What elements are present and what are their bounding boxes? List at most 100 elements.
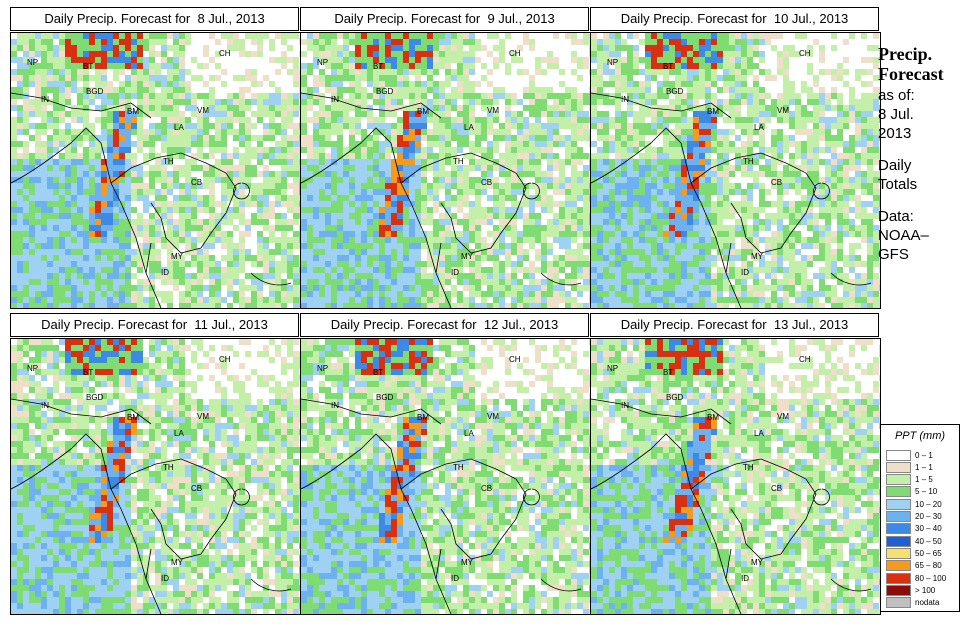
country-label: BM bbox=[127, 107, 139, 116]
sidebar-data-line2: NOAA– bbox=[878, 227, 929, 244]
country-label: CB bbox=[481, 484, 492, 493]
country-label: IN bbox=[331, 401, 339, 410]
legend-item: 80 – 100 bbox=[886, 572, 946, 584]
country-label: IN bbox=[41, 95, 49, 104]
country-label: BT bbox=[83, 62, 93, 71]
legend-label: 50 – 65 bbox=[915, 548, 942, 558]
legend-item: 10 – 20 bbox=[886, 498, 942, 510]
legend-item: nodata bbox=[886, 597, 939, 609]
sidebar-daily-line2: Totals bbox=[878, 176, 918, 193]
country-label: BM bbox=[707, 107, 719, 116]
country-borders bbox=[11, 92, 292, 308]
country-label: TH bbox=[163, 463, 174, 472]
country-label: NP bbox=[317, 58, 328, 67]
sidebar-daily-line1: Daily bbox=[878, 157, 912, 174]
legend-item: 0 – 1 bbox=[886, 449, 933, 461]
country-label: NP bbox=[317, 364, 328, 373]
legend-swatch bbox=[886, 560, 911, 572]
legend-swatch bbox=[886, 523, 911, 535]
legend-label: 30 – 40 bbox=[915, 524, 942, 534]
country-label: CB bbox=[771, 178, 782, 187]
legend-item: 30 – 40 bbox=[886, 523, 942, 535]
country-label: CB bbox=[481, 178, 492, 187]
sidebar-data-line3: GFS bbox=[878, 246, 909, 263]
legend-label: 20 – 30 bbox=[915, 512, 942, 521]
legend-swatch bbox=[886, 498, 911, 510]
legend-item: 5 – 10 bbox=[886, 486, 937, 498]
sidebar-date-line1: 8 Jul. bbox=[878, 106, 914, 123]
country-label: MY bbox=[171, 252, 184, 261]
country-borders bbox=[301, 398, 582, 614]
country-label: VM bbox=[197, 106, 209, 115]
country-label: LA bbox=[464, 123, 474, 132]
precip-map: NP BT BGD IN BM VM LA TH CB CH MY ID bbox=[300, 32, 591, 309]
panel-title: Daily Precip. Forecast for 10 Jul., 2013 bbox=[590, 7, 879, 31]
country-label: TH bbox=[743, 463, 754, 472]
panel-title: Daily Precip. Forecast for 12 Jul., 2013 bbox=[300, 313, 589, 337]
panel-title: Daily Precip. Forecast for 13 Jul., 2013 bbox=[590, 313, 879, 337]
country-label: TH bbox=[453, 157, 464, 166]
sidebar-data-line1: Data: bbox=[878, 208, 914, 225]
precip-map: NP BT BGD IN BM VM LA TH CB CH MY ID bbox=[10, 32, 301, 309]
country-borders bbox=[11, 398, 292, 614]
country-label: LA bbox=[754, 123, 764, 132]
country-label: TH bbox=[453, 463, 464, 472]
country-label: CH bbox=[219, 355, 231, 364]
legend-swatch bbox=[886, 535, 911, 547]
legend-title: PPT (mm) bbox=[894, 430, 946, 442]
country-label: BGD bbox=[86, 87, 104, 96]
legend-label: 1 – 5 bbox=[915, 475, 933, 485]
country-label: ID bbox=[161, 574, 169, 583]
legend-swatch bbox=[886, 511, 911, 522]
country-borders bbox=[591, 92, 872, 308]
legend-label: 10 – 20 bbox=[915, 499, 942, 509]
sidebar-asof: as of: bbox=[878, 87, 915, 104]
country-label: ID bbox=[161, 268, 169, 277]
legend-item: 1 – 1 bbox=[886, 461, 933, 473]
country-label: NP bbox=[27, 58, 38, 67]
country-label: LA bbox=[174, 429, 184, 438]
country-label: BT bbox=[373, 62, 383, 71]
country-label: BM bbox=[417, 107, 429, 116]
panel-title: Daily Precip. Forecast for 11 Jul., 2013 bbox=[10, 313, 299, 337]
country-label: CH bbox=[799, 49, 811, 58]
country-label: VM bbox=[197, 412, 209, 421]
country-label: IN bbox=[621, 401, 629, 410]
sidebar-title-line1: Precip. bbox=[878, 44, 933, 64]
country-label: TH bbox=[163, 157, 174, 166]
panel-title: Daily Precip. Forecast for 9 Jul., 2013 bbox=[300, 7, 589, 31]
country-label: VM bbox=[777, 412, 789, 421]
country-label: BGD bbox=[666, 393, 684, 402]
legend-label: 1 – 1 bbox=[915, 462, 933, 472]
legend-swatch bbox=[886, 474, 911, 486]
country-label: CH bbox=[799, 355, 811, 364]
country-label: BT bbox=[663, 368, 673, 377]
country-label: BGD bbox=[86, 393, 104, 402]
legend-swatch bbox=[886, 547, 911, 559]
legend-label: 0 – 1 bbox=[915, 450, 933, 460]
country-label: LA bbox=[464, 429, 474, 438]
country-label: CH bbox=[509, 355, 521, 364]
country-label: BGD bbox=[666, 87, 684, 96]
legend-swatch bbox=[886, 449, 911, 461]
legend-swatch bbox=[886, 461, 911, 473]
country-borders bbox=[301, 92, 582, 308]
legend-label: 65 – 80 bbox=[915, 561, 942, 571]
country-label: NP bbox=[607, 58, 618, 67]
country-label: ID bbox=[451, 268, 459, 277]
precip-map: NP BT BGD IN BM VM LA TH CB CH MY ID bbox=[10, 338, 301, 615]
legend-label: 40 – 50 bbox=[915, 536, 942, 546]
country-label: MY bbox=[171, 558, 184, 567]
legend-item: 40 – 50 bbox=[886, 535, 942, 547]
country-label: CB bbox=[191, 484, 202, 493]
sidebar-title-line2: Forecast bbox=[878, 64, 944, 84]
country-label: IN bbox=[331, 95, 339, 104]
sidebar-date-line2: 2013 bbox=[878, 125, 912, 142]
country-label: CB bbox=[771, 484, 782, 493]
